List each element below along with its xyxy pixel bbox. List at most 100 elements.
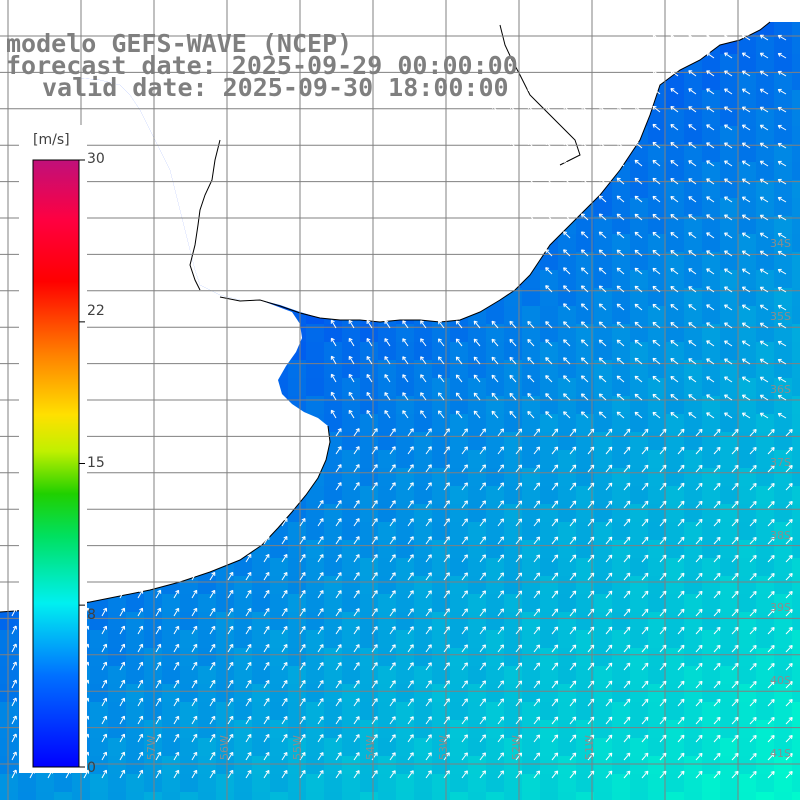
sea-cell — [324, 378, 342, 396]
sea-cell — [756, 432, 774, 450]
sea-cell — [306, 396, 324, 414]
sea-cell — [738, 630, 756, 648]
sea-cell — [756, 648, 774, 666]
lon-label: 54W — [364, 735, 377, 760]
sea-cell — [666, 306, 684, 324]
sea-cell — [738, 270, 756, 288]
sea-cell — [720, 162, 738, 180]
sea-cell — [630, 252, 648, 270]
sea-cell — [378, 324, 396, 342]
sea-cell — [666, 576, 684, 594]
sea-cell — [612, 612, 630, 630]
sea-cell — [486, 360, 504, 378]
sea-cell — [324, 792, 342, 800]
sea-cell — [648, 360, 666, 378]
sea-cell — [702, 540, 720, 558]
sea-cell — [774, 486, 792, 504]
lon-label: 52W — [510, 735, 523, 760]
sea-cell — [648, 270, 666, 288]
sea-cell — [594, 522, 612, 540]
sea-cell — [612, 360, 630, 378]
sea-cell — [792, 702, 800, 720]
sea-cell — [252, 774, 270, 792]
sea-cell — [702, 792, 720, 800]
sea-cell — [738, 684, 756, 702]
sea-cell — [756, 270, 774, 288]
sea-cell — [648, 702, 666, 720]
sea-cell — [738, 720, 756, 738]
sea-cell — [666, 450, 684, 468]
sea-cell — [576, 306, 594, 324]
sea-cell — [738, 90, 756, 108]
lat-label: 35S — [770, 310, 791, 323]
sea-cell — [540, 306, 558, 324]
sea-cell — [540, 342, 558, 360]
sea-cell — [666, 684, 684, 702]
sea-cell — [684, 540, 702, 558]
sea-cell — [612, 324, 630, 342]
sea-cell — [792, 324, 800, 342]
sea-cell — [792, 126, 800, 144]
sea-cell — [630, 612, 648, 630]
sea-cell — [396, 378, 414, 396]
sea-cell — [468, 792, 486, 800]
sea-cell — [738, 396, 756, 414]
sea-cell — [558, 396, 576, 414]
sea-cell — [378, 792, 396, 800]
sea-cell — [666, 756, 684, 774]
sea-cell — [18, 792, 36, 800]
sea-cell — [486, 774, 504, 792]
sea-cell — [324, 360, 342, 378]
sea-cell — [576, 342, 594, 360]
sea-cell — [684, 90, 702, 108]
sea-cell — [180, 774, 198, 792]
sea-cell — [576, 648, 594, 666]
sea-cell — [684, 612, 702, 630]
sea-cell — [684, 594, 702, 612]
sea-cell — [684, 198, 702, 216]
sea-cell — [558, 306, 576, 324]
sea-cell — [702, 234, 720, 252]
sea-cell — [774, 126, 792, 144]
sea-cell — [666, 342, 684, 360]
sea-cell — [630, 396, 648, 414]
sea-cell — [774, 36, 792, 54]
sea-cell — [252, 792, 270, 800]
sea-cell — [792, 522, 800, 540]
sea-cell — [468, 360, 486, 378]
sea-cell — [558, 342, 576, 360]
sea-cell — [684, 144, 702, 162]
sea-cell — [756, 342, 774, 360]
sea-cell — [648, 378, 666, 396]
sea-cell — [198, 792, 216, 800]
sea-cell — [666, 126, 684, 144]
sea-cell — [612, 576, 630, 594]
sea-cell — [720, 324, 738, 342]
lat-label: 37S — [770, 456, 791, 469]
sea-cell — [486, 378, 504, 396]
sea-cell — [234, 792, 252, 800]
sea-cell — [630, 414, 648, 432]
sea-cell — [774, 558, 792, 576]
sea-cell — [738, 108, 756, 126]
sea-cell — [720, 198, 738, 216]
sea-cell — [792, 774, 800, 792]
sea-cell — [774, 252, 792, 270]
sea-cell — [756, 612, 774, 630]
sea-cell — [738, 72, 756, 90]
sea-cell — [594, 234, 612, 252]
sea-cell — [666, 432, 684, 450]
sea-cell — [540, 378, 558, 396]
sea-cell — [792, 36, 800, 54]
sea-cell — [738, 288, 756, 306]
sea-cell — [648, 792, 666, 800]
sea-cell — [684, 450, 702, 468]
sea-cell — [792, 288, 800, 306]
sea-cell — [720, 144, 738, 162]
sea-cell — [540, 324, 558, 342]
sea-cell — [648, 522, 666, 540]
sea-cell — [126, 774, 144, 792]
sea-cell — [792, 378, 800, 396]
sea-cell — [720, 666, 738, 684]
sea-cell — [504, 306, 522, 324]
